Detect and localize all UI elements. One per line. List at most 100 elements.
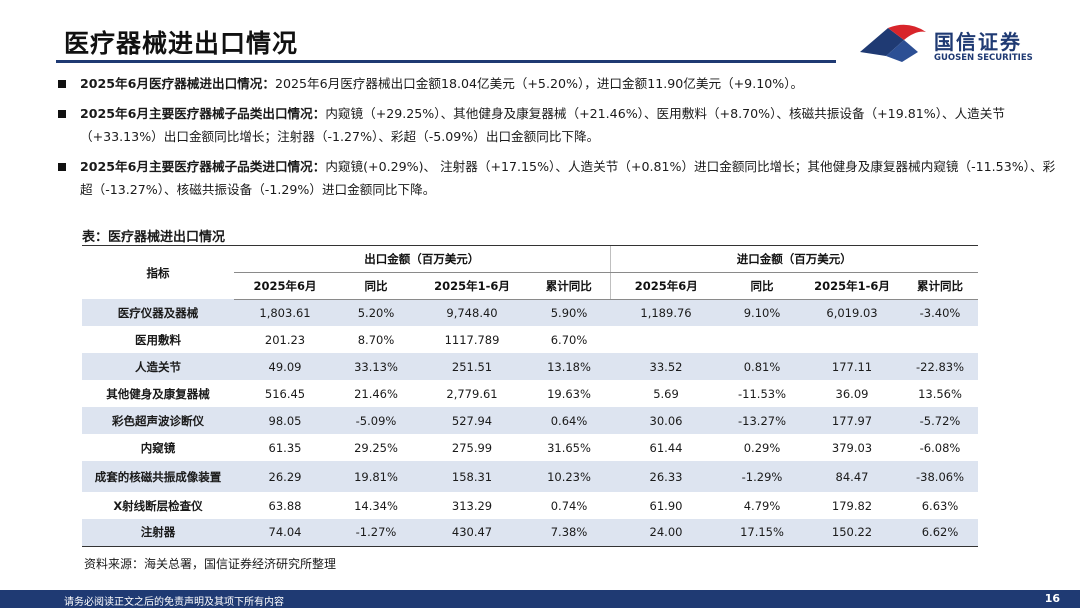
row-name: X射线断层检查仪 <box>113 498 203 513</box>
table-cell: 0.74% <box>550 498 588 513</box>
table-cell: 177.97 <box>802 407 902 434</box>
table-cell: 6.63% <box>921 498 959 513</box>
table-cell: 98.05 <box>234 407 336 434</box>
row-name: 其他健身及康复器械 <box>106 386 210 401</box>
table-cell: 1,189.76 <box>610 299 722 326</box>
table-cell: 19.63% <box>547 386 591 401</box>
bullet-item: 2025年6月主要医疗器械子品类出口情况：内窥镜（+29.25%）、其他健身及康… <box>58 102 1058 148</box>
table-cell: -3.40% <box>902 299 978 326</box>
table-row: 其他健身及康复器械 516.45 21.46% 2,779.61 19.63% … <box>82 380 978 407</box>
table-cell: 430.47 <box>416 519 528 547</box>
table-cell: 33.52 <box>610 353 722 380</box>
table-cell: 313.29 <box>451 498 493 513</box>
table-cell: 84.47 <box>802 461 902 492</box>
data-source-note: 资料来源：海关总署，国信证券经济研究所整理 <box>84 557 337 571</box>
square-bullet-icon <box>58 163 66 171</box>
table-cell: -38.06% <box>902 461 978 492</box>
page-title: 医疗器械进出口情况 <box>64 29 299 58</box>
bullet-label: 2025年6月主要医疗器械子品类出口情况： <box>80 106 326 121</box>
table-cell: 61.44 <box>649 440 683 455</box>
bullet-item: 2025年6月主要医疗器械子品类进口情况：内窥镜(+0.29%)、 注射器（+1… <box>58 155 1058 201</box>
table-row: X射线断层检查仪 63.88 14.34% 313.29 0.74% 61.90… <box>82 492 978 519</box>
table-cell: -5.72% <box>902 407 978 434</box>
table-cell: 5.90% <box>528 299 610 326</box>
column-header: 2025年6月 <box>234 272 336 300</box>
table-cell: 0.29% <box>743 440 781 455</box>
table-cell: 0.64% <box>528 407 610 434</box>
table-cell: 61.90 <box>649 498 683 513</box>
square-bullet-icon <box>58 80 66 88</box>
table-cell: 7.38% <box>528 519 610 547</box>
table-top-rule <box>82 245 978 246</box>
table-cell <box>610 326 722 353</box>
table-cell: 6.70% <box>550 332 588 347</box>
row-name: 人造关节 <box>82 353 234 380</box>
table-cell: 8.70% <box>357 332 395 347</box>
column-header: 同比 <box>722 272 802 300</box>
table-cell: 30.06 <box>610 407 722 434</box>
table-cell: 10.23% <box>528 461 610 492</box>
title-underline <box>56 60 836 63</box>
table-cell: 527.94 <box>416 407 528 434</box>
table-title: 表：医疗器械进出口情况 <box>82 230 226 245</box>
table-cell: 179.82 <box>831 498 873 513</box>
table-cell <box>802 326 902 353</box>
table-cell: 275.99 <box>451 440 493 455</box>
bullet-text: 2025年6月医疗器械出口金额18.04亿美元（+5.20%），进口金额11.9… <box>274 76 804 91</box>
table-cell: 1117.789 <box>444 332 500 347</box>
table-cell: 251.51 <box>416 353 528 380</box>
table-cell: 6,019.03 <box>802 299 902 326</box>
table-cell: 14.34% <box>354 498 398 513</box>
table-row: 人造关节 49.09 33.13% 251.51 13.18% 33.52 0.… <box>82 353 978 380</box>
table-cell: 1,803.61 <box>234 299 336 326</box>
column-header: 累计同比 <box>528 272 610 300</box>
bullet-text: 内窥镜（+29.25%）、其他健身及康复器械（+21.46%）、医用敷料（+8.… <box>80 106 1005 144</box>
table-cell: -5.09% <box>336 407 416 434</box>
table-cell: 5.20% <box>336 299 416 326</box>
bullet-text: 内窥镜(+0.29%)、 注射器（+17.15%）、人造关节（+0.81%）进口… <box>80 159 1056 197</box>
table-cell: 49.09 <box>234 353 336 380</box>
guosen-logo-icon <box>860 24 926 62</box>
table-cell <box>902 326 978 353</box>
table-cell: 24.00 <box>610 519 722 547</box>
table-cell: -6.08% <box>919 440 961 455</box>
table-cell: 17.15% <box>722 519 802 547</box>
table-cell: 9.10% <box>722 299 802 326</box>
table-cell: -13.27% <box>722 407 802 434</box>
table-cell: 158.31 <box>416 461 528 492</box>
row-name: 成套的核磁共振成像装置 <box>82 461 234 492</box>
import-group-header: 进口金额（百万美元） <box>609 246 978 273</box>
table-row: 成套的核磁共振成像装置 26.29 19.81% 158.31 10.23% 2… <box>82 461 978 492</box>
table-cell: 6.62% <box>902 519 978 547</box>
table-cell: 13.18% <box>528 353 610 380</box>
table-cell: 4.79% <box>743 498 781 513</box>
trade-table: 指标 出口金额（百万美元） 进口金额（百万美元） 2025年6月 同比 2025… <box>82 246 978 547</box>
company-logo: 国信证券 GUOSEN SECURITIES <box>858 22 1068 66</box>
row-name: 医用敷料 <box>135 332 181 347</box>
column-header: 2025年6月 <box>609 272 722 300</box>
table-cell: 177.11 <box>802 353 902 380</box>
bullet-label: 2025年6月医疗器械进出口情况： <box>80 76 275 91</box>
table-cell: 0.81% <box>722 353 802 380</box>
table-cell: 516.45 <box>264 386 306 401</box>
logo-english-name: GUOSEN SECURITIES <box>934 53 1033 63</box>
column-header: 累计同比 <box>902 272 978 300</box>
table-cell: -11.53% <box>738 386 786 401</box>
table-cell: 150.22 <box>802 519 902 547</box>
row-name: 内窥镜 <box>140 440 176 455</box>
disclaimer-text: 请务必阅读正文之后的免责声明及其项下所有内容 <box>64 597 284 608</box>
table-cell: 19.81% <box>336 461 416 492</box>
table-cell: 63.88 <box>268 498 302 513</box>
table-cell: 29.25% <box>354 440 398 455</box>
summary-bullets: 2025年6月医疗器械进出口情况：2025年6月医疗器械出口金额18.04亿美元… <box>58 72 1058 208</box>
table-row: 医疗仪器及器械 1,803.61 5.20% 9,748.40 5.90% 1,… <box>82 299 978 326</box>
square-bullet-icon <box>58 110 66 118</box>
page-footer: 请务必阅读正文之后的免责声明及其项下所有内容 16 <box>0 590 1080 608</box>
table-cell: 36.09 <box>835 386 869 401</box>
column-header: 同比 <box>336 272 416 300</box>
logo-chinese-name: 国信证券 <box>934 30 1022 54</box>
bullet-item: 2025年6月医疗器械进出口情况：2025年6月医疗器械出口金额18.04亿美元… <box>58 72 1058 95</box>
table-row: 注射器 74.04 -1.27% 430.47 7.38% 24.00 17.1… <box>82 519 978 547</box>
row-name: 注射器 <box>82 519 234 547</box>
table-cell: 31.65% <box>547 440 591 455</box>
